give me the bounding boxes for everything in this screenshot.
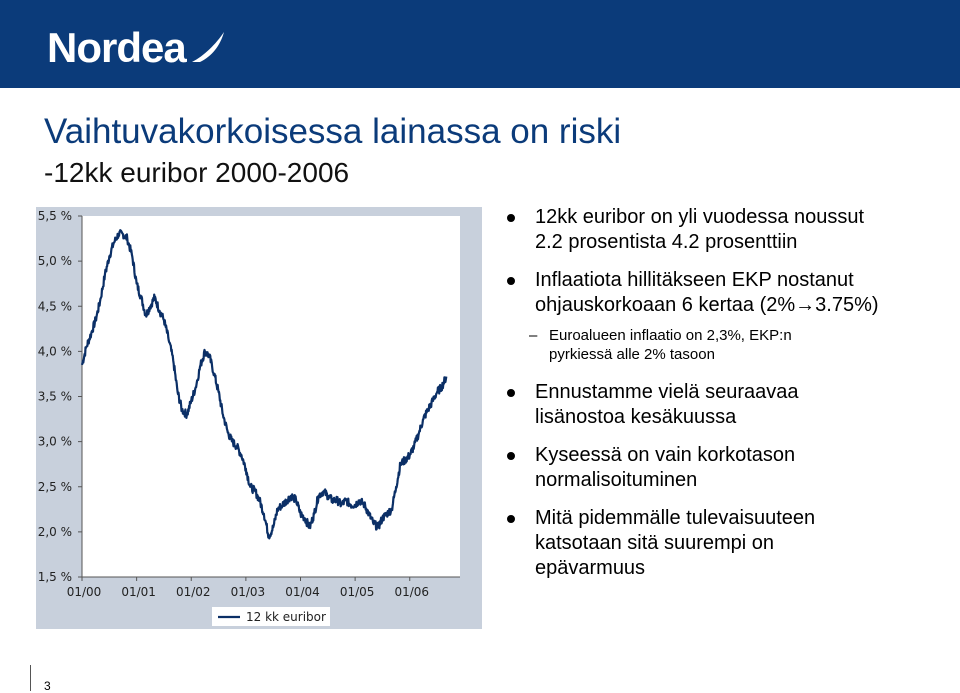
bullet-dot-icon [507, 389, 515, 397]
x-tick-label: 01/04 [285, 585, 320, 599]
chart-panel: 5,5 % 5,0 % 4,5 % 4,0 % 3,5 % 3,0 % 2,5 % 2,0 %… [36, 207, 482, 629]
bullet-5-line-1: Mitä pidemmälle tulevaisuuteen [535, 507, 816, 529]
bullet-1-line-1: 12kk euribor on yli vuodessa noussut [535, 206, 865, 228]
slide-title: Vaihtuvakorkoisessa lainassa on riski [44, 112, 622, 151]
bullet-2-line-2: ohjauskorkoaan 6 kertaa (2%→3.75%) [535, 294, 879, 316]
bullet-dot-icon [507, 214, 515, 222]
legend-label: 12 kk euribor [246, 610, 326, 624]
bullet-5: Mitä pidemmälle tulevaisuuteen katsotaan… [505, 506, 945, 581]
x-tick-label: 01/03 [231, 585, 266, 599]
bullet-dot-icon [507, 452, 515, 460]
sub-bullet-line-1: Euroalueen inflaatio on 2,3%, EKP:n [549, 327, 792, 344]
bullet-5-line-3: epävarmuus [535, 557, 646, 579]
logo-text: Nordea [47, 24, 187, 71]
legend-box [212, 607, 330, 626]
y-tick-label: 2,5 % [38, 480, 72, 494]
page-number: 3 [44, 679, 51, 693]
bullet-3: Ennustamme vielä seuraavaa lisänostoa ke… [505, 380, 945, 430]
bullet-1: 12kk euribor on yli vuodessa noussut 2.2… [505, 205, 945, 255]
dash-icon: – [529, 327, 538, 344]
y-tick-label: 3,5 % [38, 390, 72, 404]
y-tick-label: 4,5 % [38, 299, 72, 313]
bullet-2-line-1: Inflaatiota hillitäkseen EKP nostanut [535, 269, 854, 291]
bullet-4-line-1: Kyseessä on vain korkotason [535, 444, 796, 466]
y-tick-label: 5,0 % [38, 254, 72, 268]
bullet-3-line-2: lisänostoa kesäkuussa [535, 406, 737, 428]
x-tick-label: 01/01 [121, 585, 156, 599]
bullet-dot-icon [507, 277, 515, 285]
bullet-5-line-2: katsotaan sitä suurempi on [535, 532, 775, 554]
x-tick-label: 01/06 [394, 585, 429, 599]
bullet-dot-icon [507, 515, 515, 523]
nordea-logo: Nordea [47, 20, 228, 70]
footer-divider [30, 665, 31, 691]
bullet-1-line-2: 2.2 prosentista 4.2 prosenttiin [535, 231, 798, 253]
series-line-12kk-euribor [80, 229, 448, 540]
plot-area [82, 216, 460, 577]
y-tick-label: 1,5 % [38, 570, 72, 584]
y-tick-label: 2,0 % [38, 525, 72, 539]
bullet-list: 12kk euribor on yli vuodessa noussut 2.2… [505, 205, 945, 581]
bullet-3-line-1: Ennustamme vielä seuraavaa [535, 381, 799, 403]
y-tick-label: 3,0 % [38, 435, 72, 449]
x-tick-label: 01/02 [176, 585, 211, 599]
x-tick-label: 01/05 [340, 585, 375, 599]
slide-subtitle: -12kk euribor 2000-2006 [44, 157, 350, 188]
y-tick-label: 4,0 % [38, 344, 72, 358]
euribor-chart: 5,5 % 5,0 % 4,5 % 4,0 % 3,5 % 3,0 % 2,5 % 2,0 %… [38, 209, 460, 626]
header-bar: Nordea [0, 0, 960, 88]
bullet-4: Kyseessä on vain korkotason normalisoitu… [505, 443, 945, 493]
sail-icon [191, 32, 224, 62]
x-tick-label: 01/00 [67, 585, 102, 599]
bullet-4-line-2: normalisoituminen [535, 469, 698, 491]
y-tick-label: 5,5 % [38, 209, 72, 223]
bullet-2: Inflaatiota hillitäkseen EKP nostanut oh… [505, 268, 945, 318]
sub-bullet: – Euroalueen inflaatio on 2,3%, EKP:n py… [505, 326, 945, 364]
sub-bullet-line-2: pyrkiessä alle 2% tasoon [549, 346, 715, 363]
